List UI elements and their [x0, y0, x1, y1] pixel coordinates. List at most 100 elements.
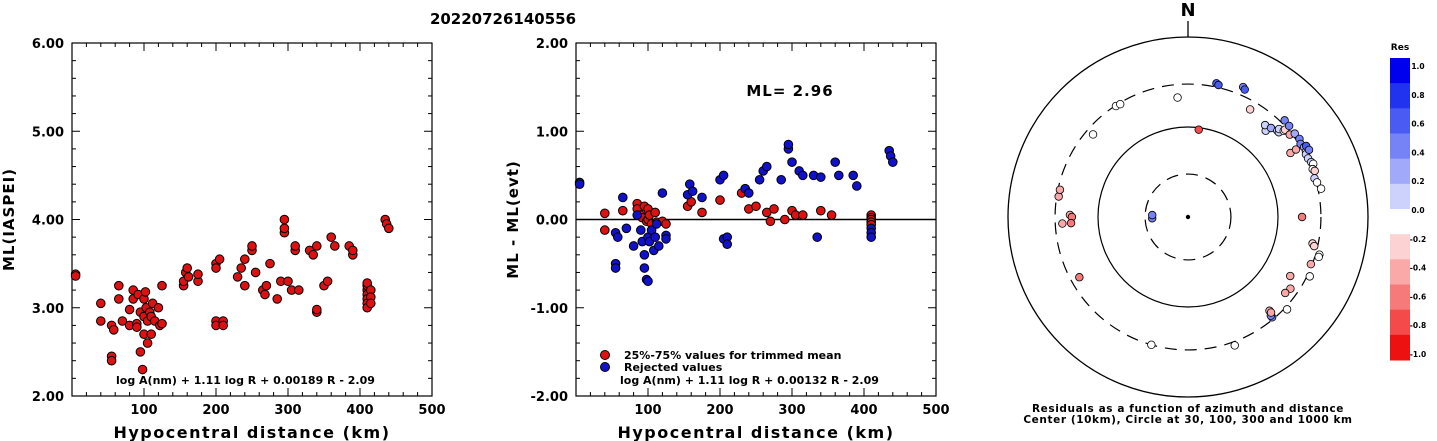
data-point	[260, 289, 270, 300]
data-point	[632, 210, 643, 220]
colorbar-title: Res	[1391, 43, 1409, 53]
station-point	[1284, 121, 1294, 131]
data-point	[247, 241, 257, 251]
colorbar-segment	[1390, 83, 1410, 109]
data-point	[780, 214, 790, 225]
station-point	[1148, 210, 1157, 220]
data-point	[715, 195, 725, 205]
x-tick-label: 200	[202, 403, 229, 418]
colorbar-label: 0.8	[1411, 91, 1424, 100]
data-point	[142, 338, 153, 348]
colorbar-segment	[1390, 58, 1410, 84]
data-point	[265, 258, 275, 269]
data-point	[308, 250, 319, 260]
x-tick-label: 300	[778, 403, 805, 418]
data-point	[848, 170, 859, 181]
legend-label: 25%-75% values for trimmed mean	[624, 349, 841, 362]
data-point	[322, 276, 333, 287]
data-point	[290, 241, 301, 251]
data-point	[108, 325, 119, 335]
data-point	[643, 276, 653, 287]
data-point	[574, 179, 585, 189]
north-label: N	[1180, 0, 1195, 21]
formula-label: log A(nm) + 1.11 log R + 0.00189 R - 2.0…	[116, 374, 375, 387]
x-tick-label: 500	[418, 403, 445, 418]
station-point	[1245, 105, 1255, 114]
station-point	[1281, 288, 1290, 298]
y-tick-label: 6.00	[32, 37, 64, 52]
formula-label: log A(nm) + 1.11 log R + 0.00132 R - 2.0…	[620, 374, 879, 387]
data-point	[236, 263, 246, 273]
data-point	[312, 304, 322, 315]
data-point	[140, 287, 151, 297]
data-point	[636, 225, 646, 235]
station-point	[1297, 212, 1307, 222]
x-tick-label: 100	[130, 403, 157, 418]
data-point	[348, 245, 358, 256]
data-point	[137, 364, 148, 375]
data-point	[816, 205, 826, 216]
data-point	[326, 232, 337, 242]
x-tick-label: 100	[634, 403, 661, 418]
y-axis-label: ML(IASPEI)	[0, 168, 18, 271]
data-point	[240, 280, 250, 291]
data-point	[639, 250, 650, 260]
station-point	[1055, 185, 1065, 194]
data-point	[330, 241, 340, 251]
station-point	[1116, 99, 1125, 109]
data-point	[193, 269, 203, 280]
colorbar-segment	[1390, 309, 1410, 336]
data-point	[787, 157, 797, 167]
colorbar-segment	[1390, 158, 1410, 185]
station-point	[1290, 129, 1299, 138]
data-point	[272, 294, 283, 304]
data-point	[146, 329, 156, 340]
data-point	[816, 172, 826, 182]
data-point	[600, 225, 610, 235]
data-point	[157, 318, 167, 329]
legend-label: Rejected values	[624, 361, 723, 374]
data-point	[232, 272, 243, 282]
data-point	[70, 271, 81, 281]
colorbar-label: -0.2	[1410, 235, 1426, 244]
data-point	[798, 170, 808, 181]
station-point	[1214, 80, 1223, 90]
station-point	[1054, 192, 1063, 201]
data-point	[765, 216, 776, 227]
data-point	[687, 186, 698, 197]
data-point	[744, 188, 754, 198]
legend-marker	[600, 350, 610, 360]
colorbar-label: 0.6	[1411, 120, 1424, 129]
data-point	[114, 280, 124, 291]
data-point	[250, 267, 261, 278]
y-axis-label: ML - ML(evt)	[504, 160, 522, 278]
colorbar-label: 0.4	[1411, 148, 1424, 157]
data-point	[124, 304, 135, 315]
data-point	[754, 174, 765, 185]
data-point	[279, 214, 290, 225]
data-point	[751, 201, 761, 212]
ring-100km	[1097, 126, 1279, 308]
station-point	[1306, 259, 1316, 269]
station-point	[1310, 166, 1319, 176]
data-point	[798, 210, 808, 220]
colorbar-segment	[1390, 183, 1410, 210]
data-point	[135, 347, 146, 357]
colorbar-label: 0.0	[1411, 206, 1424, 215]
data-point	[153, 302, 164, 313]
plot-frame	[71, 42, 433, 397]
colorbar-segment	[1390, 284, 1410, 311]
data-point	[628, 241, 639, 251]
data-point	[214, 254, 225, 265]
y-tick-label: 2.00	[536, 37, 568, 52]
y-tick-label: 5.00	[32, 125, 64, 140]
data-point	[312, 241, 322, 251]
data-point	[621, 223, 632, 234]
y-tick-label: 1.00	[536, 125, 568, 140]
data-point	[661, 219, 671, 229]
station-point	[1058, 219, 1067, 228]
station-point	[1312, 178, 1322, 187]
legend-marker	[600, 362, 610, 372]
colorbar-label: 1.0	[1411, 62, 1424, 71]
colorbar-label: -0.8	[1410, 321, 1426, 330]
